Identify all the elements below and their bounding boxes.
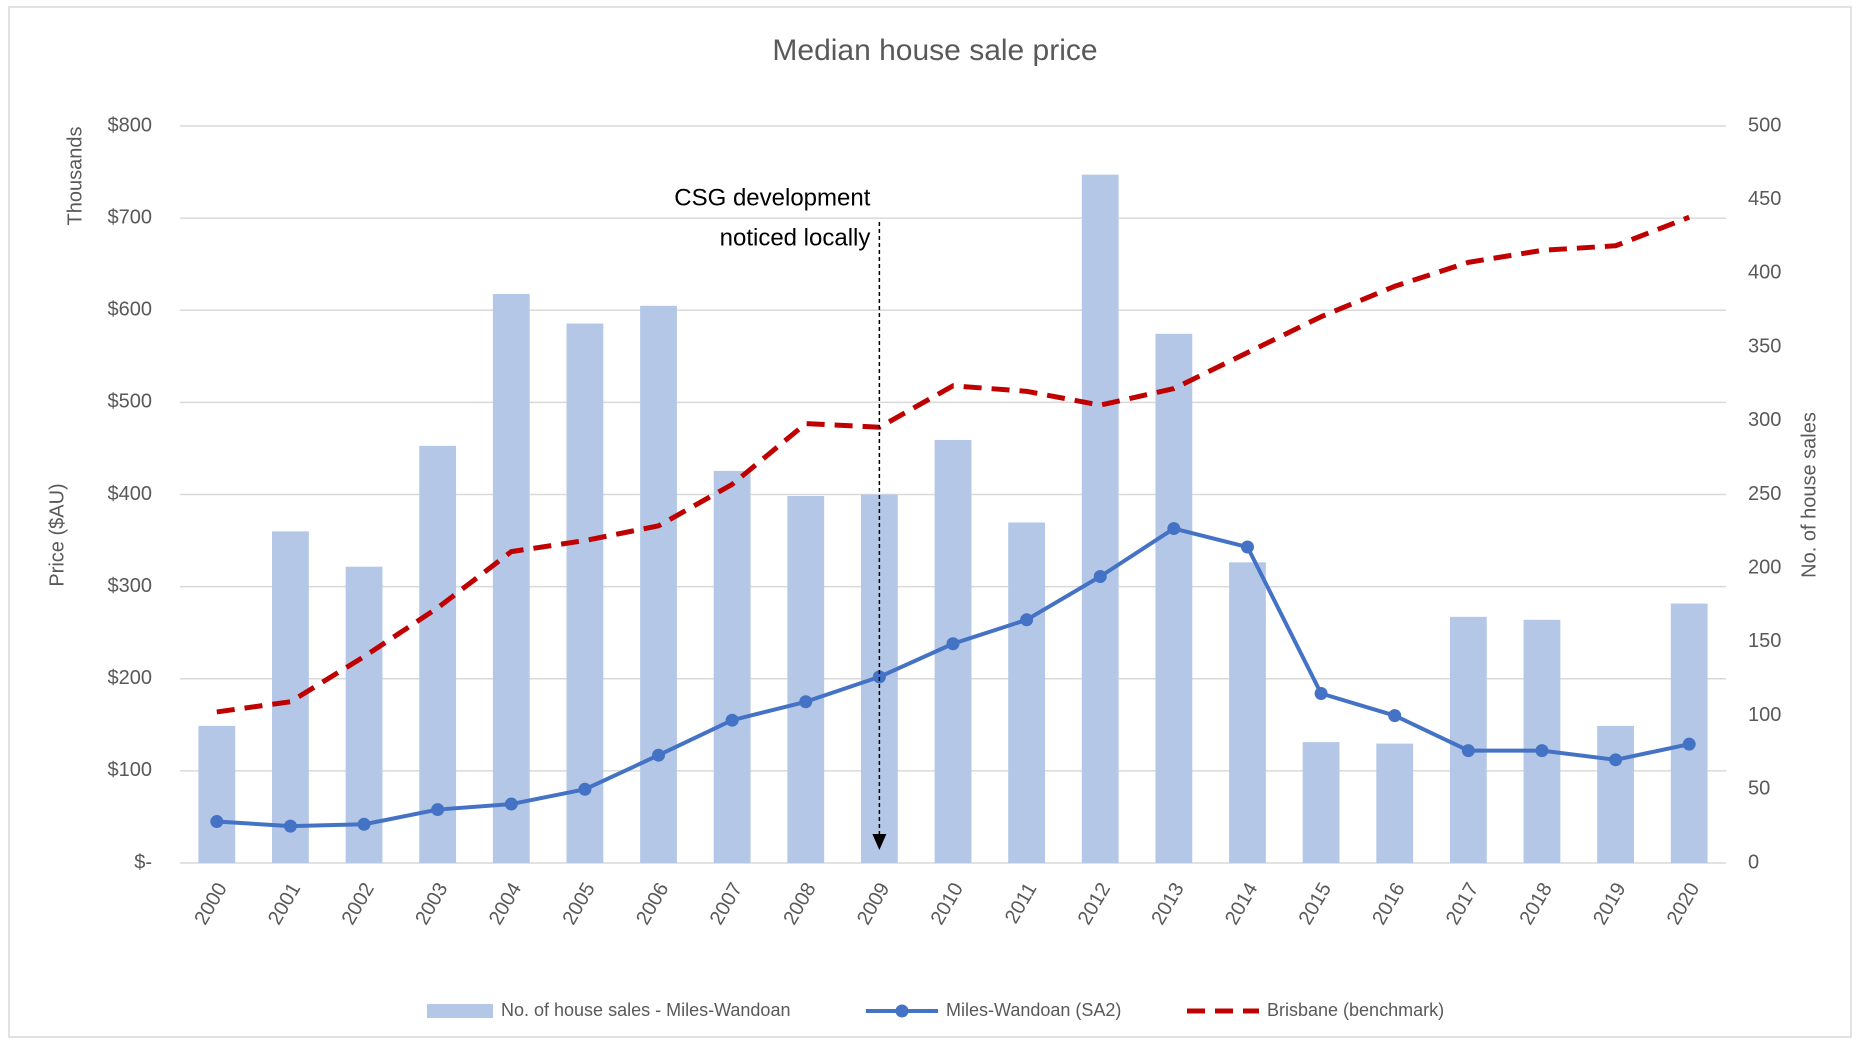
bar (713, 470, 751, 863)
bar (419, 445, 457, 863)
line-marker (799, 695, 813, 709)
bar (1081, 174, 1119, 864)
bar (1449, 616, 1487, 863)
bar (1302, 742, 1340, 863)
line-marker (1461, 744, 1475, 758)
bar (1229, 562, 1266, 863)
bar (1155, 333, 1193, 864)
annotation-text: CSG development (674, 184, 870, 211)
line-marker (431, 803, 445, 817)
y-unit-label: Thousands (64, 127, 86, 226)
y2-tick-label: 400 (1748, 262, 1781, 284)
y-tick-label: $300 (108, 575, 153, 597)
y-tick-label: $400 (108, 483, 153, 505)
bar (198, 725, 236, 863)
y2-tick-label: 250 (1748, 483, 1781, 505)
legend-label: Brisbane (benchmark) (1267, 1000, 1444, 1020)
line-marker (1314, 686, 1328, 700)
y-tick-label: $200 (108, 667, 153, 689)
bar (1008, 522, 1046, 863)
y2-tick-label: 500 (1748, 114, 1781, 136)
annotation-arrowhead (872, 834, 887, 850)
line-marker (1609, 753, 1623, 767)
y2-axis-label: No. of house sales (1798, 412, 1820, 578)
chart-border (8, 6, 1852, 1038)
bar (1523, 619, 1561, 863)
line-marker (652, 748, 666, 762)
y2-tick-label: 0 (1748, 851, 1759, 873)
bar (345, 566, 383, 863)
bar (272, 531, 309, 863)
y2-tick-label: 50 (1748, 778, 1770, 800)
line-marker (1535, 744, 1549, 758)
bar (492, 294, 530, 863)
line-marker (725, 713, 739, 727)
y-tick-label: $700 (108, 206, 153, 228)
y2-tick-label: 450 (1748, 188, 1781, 210)
line-marker (1240, 540, 1254, 554)
bar (566, 323, 604, 863)
bar (787, 495, 825, 863)
annotation-text: noticed locally (720, 224, 871, 251)
y-tick-label: $500 (108, 391, 153, 413)
legend-swatch (427, 1004, 493, 1018)
line-marker (504, 797, 518, 811)
line-marker (578, 782, 592, 796)
line-marker (357, 817, 371, 831)
line-marker (946, 637, 960, 651)
line-marker (1093, 569, 1107, 583)
y2-tick-label: 100 (1748, 704, 1781, 726)
bar (1597, 725, 1634, 863)
bar (1670, 603, 1708, 863)
y-axis-label: Price ($AU) (46, 483, 68, 586)
y-tick-label: $- (134, 851, 152, 873)
legend-label: Miles-Wandoan (SA2) (946, 1000, 1121, 1020)
bar (934, 439, 972, 863)
y-tick-label: $800 (108, 114, 153, 136)
line-marker (1682, 737, 1696, 751)
line-marker (872, 670, 886, 684)
y-tick-label: $600 (108, 299, 153, 321)
bar (1376, 743, 1414, 863)
y2-tick-label: 200 (1748, 556, 1781, 578)
line-marker (283, 819, 297, 833)
line (216, 214, 1691, 715)
legend-label: No. of house sales - Miles-Wandoan (501, 1000, 790, 1020)
y2-tick-label: 350 (1748, 335, 1781, 357)
line-marker (1388, 709, 1402, 723)
y2-tick-label: 150 (1748, 630, 1781, 652)
line-marker (1167, 522, 1181, 536)
y2-tick-label: 300 (1748, 409, 1781, 431)
y-tick-label: $100 (108, 759, 153, 781)
line-marker (210, 815, 224, 829)
legend-marker (895, 1004, 909, 1018)
bar (640, 305, 677, 863)
line-marker (1020, 613, 1034, 627)
chart-title: Median house sale price (772, 34, 1097, 67)
